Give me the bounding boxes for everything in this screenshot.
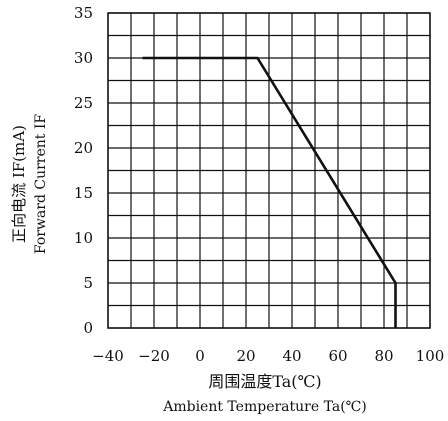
y-axis-label-en: Forward Current IF	[33, 114, 49, 255]
x-tick-label: 100	[416, 347, 445, 365]
x-axis-label-en: Ambient Temperature Ta(℃)	[162, 399, 367, 415]
x-tick-label: 40	[282, 347, 301, 365]
y-tick-label: 0	[83, 319, 93, 337]
y-tick-label: 30	[74, 49, 93, 67]
y-tick-label: 35	[74, 4, 93, 22]
x-tick-label: 60	[328, 347, 347, 365]
x-axis-label-cn: 周围温度Ta(℃)	[208, 372, 321, 391]
x-tick-label: 80	[374, 347, 393, 365]
y-tick-label: 20	[74, 139, 93, 157]
x-tick-label: −20	[138, 347, 170, 365]
chart-series	[142, 56, 397, 328]
y-tick-label: 25	[74, 94, 93, 112]
x-tick-label: 0	[195, 347, 205, 365]
y-axis-label-cn: 正向电流 IF(mA)	[10, 125, 28, 243]
y-tick-labels: 0 5 10 15 20 25 30 35	[74, 4, 93, 337]
y-tick-label: 10	[74, 229, 93, 247]
series-line-0	[142, 56, 397, 328]
chart-grid	[107, 12, 431, 329]
y-tick-label: 15	[74, 184, 93, 202]
y-tick-label: 5	[83, 274, 93, 292]
x-tick-label: 20	[236, 347, 255, 365]
x-tick-label: −40	[92, 347, 124, 365]
plot-frame	[107, 12, 431, 329]
x-tick-labels: −40 −20 0 20 40 60 80 100	[92, 347, 444, 365]
